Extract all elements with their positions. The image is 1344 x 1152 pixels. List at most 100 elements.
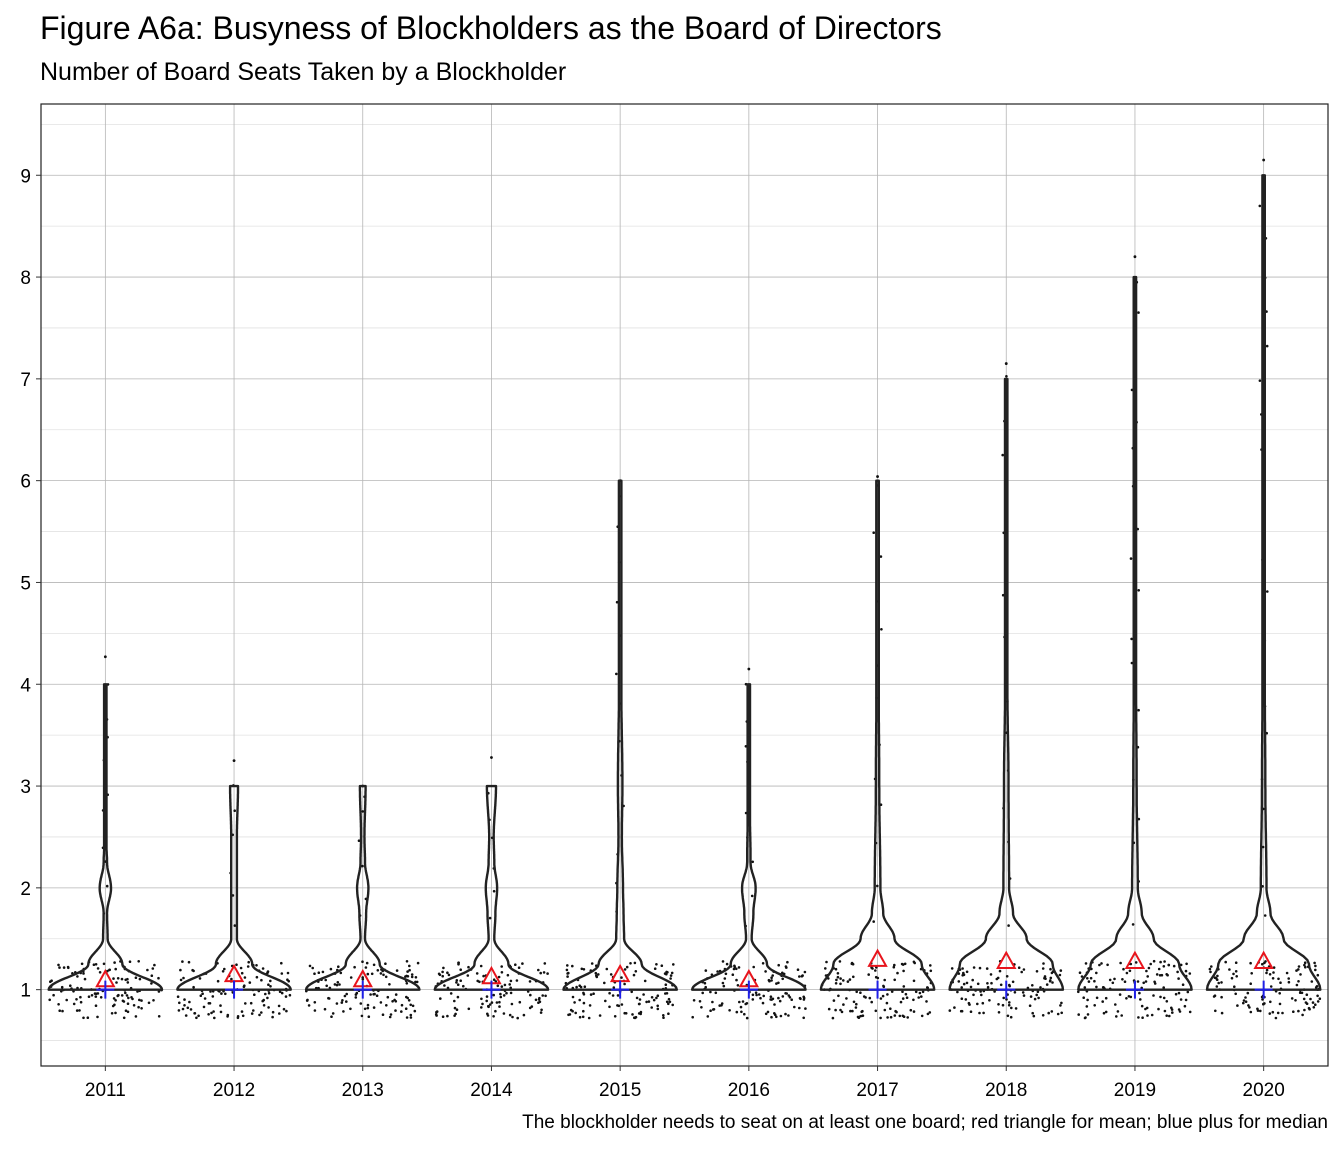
data-point <box>1043 975 1047 978</box>
data-point <box>386 995 390 999</box>
data-point <box>58 1009 61 1012</box>
data-point <box>589 993 593 996</box>
data-point <box>86 1016 90 1019</box>
data-point <box>116 977 120 980</box>
data-point <box>1258 204 1262 208</box>
data-point <box>773 1013 777 1016</box>
data-point <box>779 1014 783 1018</box>
data-point <box>1265 968 1269 972</box>
data-point <box>1005 975 1009 978</box>
data-point <box>898 1014 902 1018</box>
data-point <box>874 975 878 979</box>
data-point <box>211 995 215 998</box>
data-point <box>1278 1002 1282 1006</box>
data-point <box>1150 1013 1154 1017</box>
data-point <box>267 1006 270 1009</box>
data-point <box>1181 983 1185 986</box>
data-point <box>1177 991 1181 995</box>
data-point <box>261 967 265 970</box>
data-point <box>1287 977 1290 980</box>
data-point <box>1209 970 1212 974</box>
data-point <box>439 997 442 1000</box>
data-point <box>605 967 609 971</box>
data-point <box>198 977 202 980</box>
data-point <box>1157 1007 1160 1011</box>
data-point <box>1276 1011 1280 1015</box>
data-point <box>111 1004 115 1008</box>
data-point <box>638 998 642 1001</box>
data-point <box>1007 924 1010 927</box>
data-point <box>839 977 842 980</box>
data-point <box>345 992 349 996</box>
data-point <box>93 992 97 995</box>
data-point <box>578 998 581 1002</box>
data-point <box>1179 963 1183 967</box>
data-point <box>1029 995 1033 998</box>
data-point <box>511 1015 514 1019</box>
data-point <box>1115 1015 1118 1018</box>
data-point <box>1144 1007 1147 1011</box>
data-point <box>784 1012 787 1016</box>
data-point <box>948 1009 952 1012</box>
data-point <box>691 1015 694 1019</box>
data-point <box>1059 1004 1062 1007</box>
data-point <box>964 998 968 1001</box>
data-point <box>1042 962 1045 965</box>
data-point <box>454 1012 457 1016</box>
data-point <box>735 967 738 971</box>
data-point <box>978 966 982 970</box>
data-point <box>929 969 933 973</box>
data-point <box>1163 1009 1167 1013</box>
data-point <box>886 993 889 996</box>
data-point <box>492 993 496 997</box>
data-point <box>967 1001 971 1005</box>
data-point <box>1171 1011 1174 1014</box>
data-point <box>751 993 755 997</box>
data-point <box>867 973 870 976</box>
data-point <box>388 983 391 986</box>
data-point <box>1049 979 1052 982</box>
x-tick-label: 2018 <box>985 1080 1027 1101</box>
data-point <box>1318 997 1322 1000</box>
data-point <box>216 979 220 983</box>
data-point <box>509 991 513 995</box>
data-point <box>369 993 372 996</box>
data-point <box>94 963 98 966</box>
data-point <box>325 984 329 988</box>
data-point <box>889 1015 893 1019</box>
grid-layer <box>41 104 1328 1066</box>
data-point <box>414 980 417 984</box>
data-point <box>890 990 894 993</box>
data-point <box>906 1016 909 1019</box>
data-point <box>660 964 664 967</box>
data-point <box>882 985 886 989</box>
data-point <box>266 996 269 1000</box>
data-point <box>486 1012 489 1016</box>
data-point <box>579 985 583 989</box>
data-point <box>530 1005 534 1008</box>
data-point <box>1120 1014 1123 1017</box>
data-point <box>653 967 657 970</box>
data-point <box>494 980 498 983</box>
data-point <box>126 981 130 984</box>
data-point <box>277 1004 281 1008</box>
data-point <box>565 968 569 972</box>
data-point <box>213 1016 216 1020</box>
data-point <box>620 1003 624 1006</box>
data-point <box>786 960 789 964</box>
data-point <box>972 966 976 969</box>
data-point <box>1176 970 1179 974</box>
data-point <box>1005 998 1008 1001</box>
data-point <box>770 976 773 979</box>
data-point <box>357 839 361 842</box>
data-point <box>837 994 840 998</box>
data-point <box>1170 1008 1174 1011</box>
data-point <box>113 961 116 964</box>
data-point <box>989 973 993 976</box>
data-point <box>861 1014 864 1018</box>
data-point <box>1104 1010 1108 1014</box>
data-point <box>1095 985 1098 989</box>
data-point <box>1017 966 1021 969</box>
data-point <box>879 555 883 558</box>
data-point <box>1242 999 1246 1002</box>
